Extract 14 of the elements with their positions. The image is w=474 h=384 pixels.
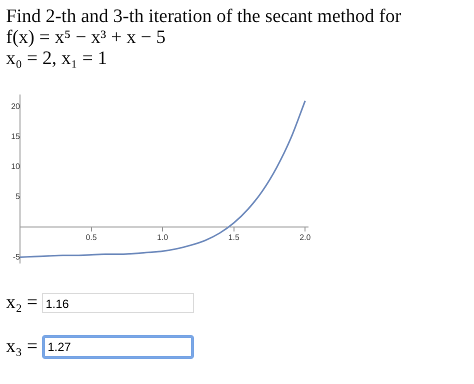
text: x₀ = 2, x₁ = 1: [6, 48, 108, 69]
chart-subtitle: f(x) = x⁵ − x³ + x − 5: [6, 27, 167, 48]
y-tick-label: 5: [16, 192, 21, 202]
x-tick-label: 2.0: [300, 233, 312, 242]
y-tick-label: 15: [11, 132, 21, 142]
y-tick-label: 20: [11, 102, 21, 112]
y-tick-label: 10: [11, 162, 21, 172]
x-tick-label: 1.0: [157, 233, 169, 242]
chart-title: Find 2-th and 3-th iteration of the secant method for: [6, 6, 402, 27]
x-tick-label: 1.5: [228, 233, 240, 242]
y-tick-label: -5: [12, 252, 21, 262]
text-field: 1.27: [42, 335, 194, 359]
x-tick-label: 0.5: [86, 233, 98, 242]
text-field: 1.16: [42, 293, 194, 313]
